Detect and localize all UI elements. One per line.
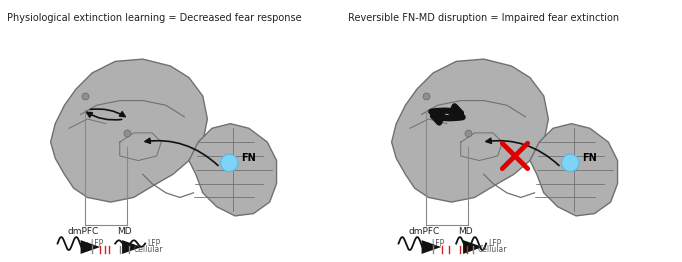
Text: LFP: LFP xyxy=(431,239,444,248)
Polygon shape xyxy=(189,124,277,216)
Circle shape xyxy=(220,154,238,172)
Text: MD: MD xyxy=(458,227,473,236)
Text: MD: MD xyxy=(117,227,132,236)
Text: FN: FN xyxy=(241,153,256,163)
Circle shape xyxy=(561,154,579,172)
Polygon shape xyxy=(391,59,548,202)
Polygon shape xyxy=(421,240,441,254)
Polygon shape xyxy=(80,240,100,254)
Text: LFP: LFP xyxy=(147,239,161,248)
Text: LFP: LFP xyxy=(90,239,103,248)
Polygon shape xyxy=(122,240,142,254)
Polygon shape xyxy=(530,124,618,216)
Polygon shape xyxy=(463,240,483,254)
Text: Cellular: Cellular xyxy=(134,245,163,254)
Text: Reversible FN-MD disruption = Impaired fear extinction: Reversible FN-MD disruption = Impaired f… xyxy=(348,13,619,23)
Text: FN: FN xyxy=(582,153,597,163)
Polygon shape xyxy=(50,59,207,202)
Text: Physiological extinction learning = Decreased fear response: Physiological extinction learning = Decr… xyxy=(7,13,301,23)
Text: dmPFC: dmPFC xyxy=(68,227,98,236)
Text: dmPFC: dmPFC xyxy=(409,227,439,236)
Text: LFP: LFP xyxy=(488,239,502,248)
Text: Cellular: Cellular xyxy=(478,245,507,254)
